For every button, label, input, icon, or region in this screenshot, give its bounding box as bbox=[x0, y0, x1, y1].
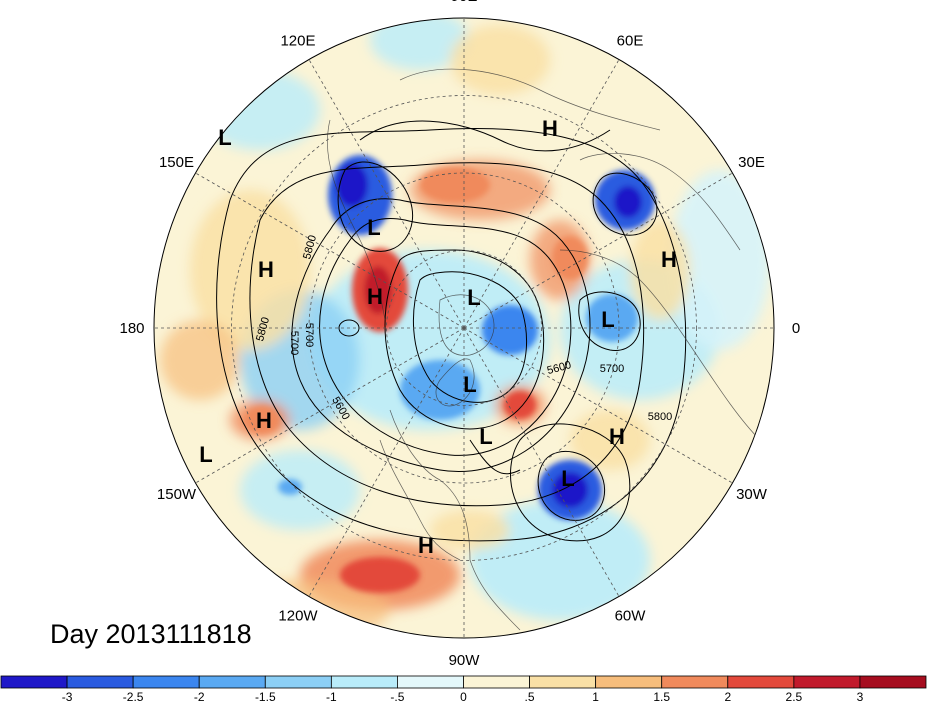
colorbar-tick-label: -1.5 bbox=[255, 690, 276, 702]
colorbar-swatch bbox=[859, 675, 927, 689]
colorbar-tick-label: -3 bbox=[62, 690, 73, 702]
low-center-label: L bbox=[561, 466, 574, 491]
colorbar-tick-label: -.5 bbox=[390, 690, 404, 702]
meridian-line bbox=[463, 327, 620, 597]
contour-label: 5700 bbox=[600, 363, 624, 375]
contour-label: 5700 bbox=[303, 323, 315, 347]
height-contours bbox=[216, 120, 687, 542]
meridian-line bbox=[195, 172, 465, 329]
longitude-label: 60E bbox=[617, 33, 644, 50]
meridian-line bbox=[308, 327, 465, 597]
colorbar-swatch bbox=[661, 675, 729, 689]
longitude-labels: 90E 60E 30E 0 30W 60W 90W 120W 150W 180 150E 120E bbox=[119, 0, 800, 669]
colorbar-swatch bbox=[595, 675, 663, 689]
low-center-label: L bbox=[467, 285, 480, 310]
longitude-label: 150E bbox=[159, 154, 194, 171]
high-center-label: H bbox=[418, 533, 434, 558]
low-center-label: L bbox=[601, 307, 614, 332]
longitude-label: 120E bbox=[280, 33, 315, 50]
colorbar-swatch bbox=[397, 675, 464, 689]
graticule bbox=[154, 18, 774, 638]
colorbar-tick-label: -1 bbox=[326, 690, 337, 702]
longitude-label: 60W bbox=[615, 608, 647, 625]
map-title: Day 2013111818 bbox=[50, 619, 252, 649]
meridian-line bbox=[308, 59, 465, 329]
high-center-label: H bbox=[367, 284, 383, 309]
longitude-label: 0 bbox=[792, 320, 800, 337]
high-center-label: H bbox=[256, 408, 272, 433]
longitude-label: 90W bbox=[449, 652, 481, 669]
coastlines bbox=[327, 68, 761, 631]
meridian-line bbox=[463, 59, 620, 329]
colorbar-tick-label: 1.5 bbox=[653, 690, 670, 702]
low-center-label: L bbox=[367, 215, 380, 240]
longitude-label: 150W bbox=[157, 486, 197, 503]
longitude-label: 90E bbox=[451, 0, 478, 5]
contour-label: 5800 bbox=[648, 411, 672, 423]
colorbar-swatch bbox=[264, 675, 332, 689]
latitude-circle bbox=[386, 250, 542, 406]
colorbar-tick-label: 3 bbox=[857, 690, 864, 702]
longitude-label: 30E bbox=[738, 154, 765, 171]
colorbar-swatch bbox=[198, 675, 266, 689]
colorbar-swatch bbox=[463, 675, 530, 689]
colorbar-tick-label: .5 bbox=[525, 690, 535, 702]
pressure-centers: L L H H H L H L L L L L H H L H bbox=[199, 116, 677, 558]
high-center-label: H bbox=[542, 116, 558, 141]
colorbar-tick-label: 2 bbox=[724, 690, 731, 702]
colorbar-swatch bbox=[727, 675, 795, 689]
colorbar-tick-label: -2.5 bbox=[123, 690, 144, 702]
longitude-label: 30W bbox=[736, 486, 768, 503]
colorbar: -3 -2.5 -2 -1.5 -1 -.5 0 .5 1 1.5 2 2.5 3 bbox=[0, 675, 927, 702]
meridian-line bbox=[195, 327, 465, 484]
latitude-circle bbox=[231, 95, 697, 561]
high-center-label: H bbox=[661, 247, 677, 272]
meridian-line bbox=[463, 172, 733, 329]
colorbar-swatch bbox=[66, 675, 134, 689]
contour-label: 5700 bbox=[288, 331, 300, 355]
latitude-circle bbox=[308, 172, 620, 484]
longitude-label: 180 bbox=[119, 320, 144, 337]
low-center-label: L bbox=[199, 442, 212, 467]
colorbar-swatch bbox=[330, 675, 398, 689]
colorbar-tick-label: 1 bbox=[592, 690, 599, 702]
colorbar-tick-label: -2 bbox=[194, 690, 205, 702]
low-center-label: L bbox=[479, 424, 492, 449]
map-disk bbox=[154, 18, 774, 638]
high-center-label: H bbox=[609, 424, 625, 449]
colorbar-swatch bbox=[793, 675, 861, 689]
low-center-label: L bbox=[463, 372, 476, 397]
high-center-label: H bbox=[258, 257, 274, 282]
longitude-label: 120W bbox=[278, 608, 318, 625]
colorbar-tick-label: 2.5 bbox=[786, 690, 803, 702]
colorbar-tick-label: 0 bbox=[460, 690, 467, 702]
colorbar-swatch bbox=[0, 675, 68, 689]
colorbar-swatch bbox=[132, 675, 200, 689]
colorbar-swatch bbox=[529, 675, 597, 689]
map-border bbox=[153, 17, 775, 639]
low-center-label: L bbox=[218, 125, 231, 150]
meridian-line bbox=[463, 327, 733, 484]
